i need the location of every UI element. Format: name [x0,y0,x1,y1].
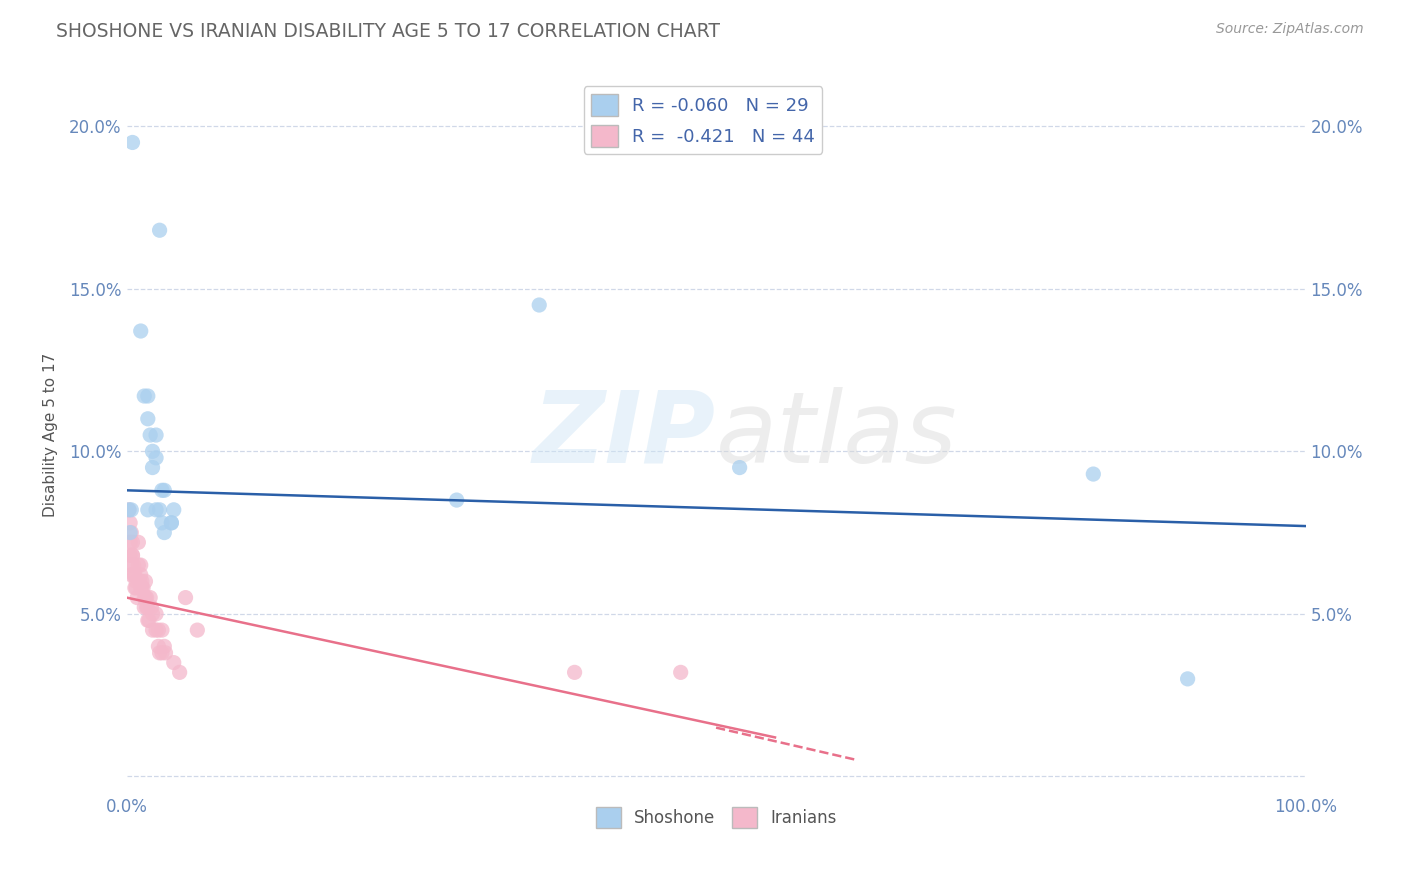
Point [150,646,173,660]
Point [150,483,173,498]
Point [136,389,159,403]
Text: atlas: atlas [716,386,957,483]
Point [153,483,176,498]
Point [174,591,197,605]
Point [141,607,163,621]
Point [141,444,163,458]
Point [145,428,167,442]
Point [129,324,152,338]
Point [129,558,152,573]
Point [1083,467,1105,481]
Point [728,460,751,475]
Point [120,516,142,530]
Point [122,567,145,582]
Point [120,525,142,540]
Point [136,600,159,615]
Point [131,574,153,589]
Point [122,558,145,573]
Point [155,646,177,660]
Point [145,450,167,465]
Point [150,623,173,637]
Legend: Shoshone, Iranians: Shoshone, Iranians [589,801,844,834]
Point [446,493,468,508]
Point [134,600,156,615]
Point [131,581,153,595]
Point [160,516,183,530]
Point [129,567,152,582]
Point [124,567,146,582]
Point [669,665,692,680]
Point [128,574,150,589]
Point [148,640,170,654]
Point [139,428,162,442]
Point [136,503,159,517]
Point [125,574,148,589]
Text: Source: ZipAtlas.com: Source: ZipAtlas.com [1216,22,1364,37]
Point [134,389,156,403]
Point [134,591,156,605]
Point [120,558,142,573]
Point [186,623,208,637]
Point [153,525,176,540]
Point [150,516,173,530]
Point [160,516,183,530]
Point [564,665,586,680]
Point [135,591,157,605]
Point [141,460,163,475]
Point [163,656,186,670]
Point [121,549,143,563]
Point [145,607,167,621]
Point [121,136,143,150]
Point [139,591,162,605]
Point [149,503,172,517]
Point [149,646,172,660]
Point [129,581,152,595]
Point [120,567,142,582]
Point [120,549,142,563]
Point [163,503,186,517]
Point [135,600,157,615]
Point [138,613,160,627]
Point [149,223,172,237]
Text: SHOSHONE VS IRANIAN DISABILITY AGE 5 TO 17 CORRELATION CHART: SHOSHONE VS IRANIAN DISABILITY AGE 5 TO … [56,22,720,41]
Point [127,591,149,605]
Point [136,613,159,627]
Point [127,558,149,573]
Point [134,574,156,589]
Point [141,600,163,615]
Point [153,640,176,654]
Point [125,581,148,595]
Point [169,665,191,680]
Point [127,535,149,549]
Point [145,623,167,637]
Point [529,298,551,312]
Point [145,503,167,517]
Point [148,623,170,637]
Text: ZIP: ZIP [533,386,716,483]
Y-axis label: Disability Age 5 to 17: Disability Age 5 to 17 [44,353,58,517]
Point [132,581,155,595]
Point [121,549,143,563]
Point [120,525,142,540]
Point [120,535,142,549]
Point [141,623,163,637]
Point [1177,672,1199,686]
Point [120,503,142,517]
Point [136,411,159,425]
Point [134,591,156,605]
Point [124,581,146,595]
Point [118,503,141,517]
Point [121,535,143,549]
Point [118,503,141,517]
